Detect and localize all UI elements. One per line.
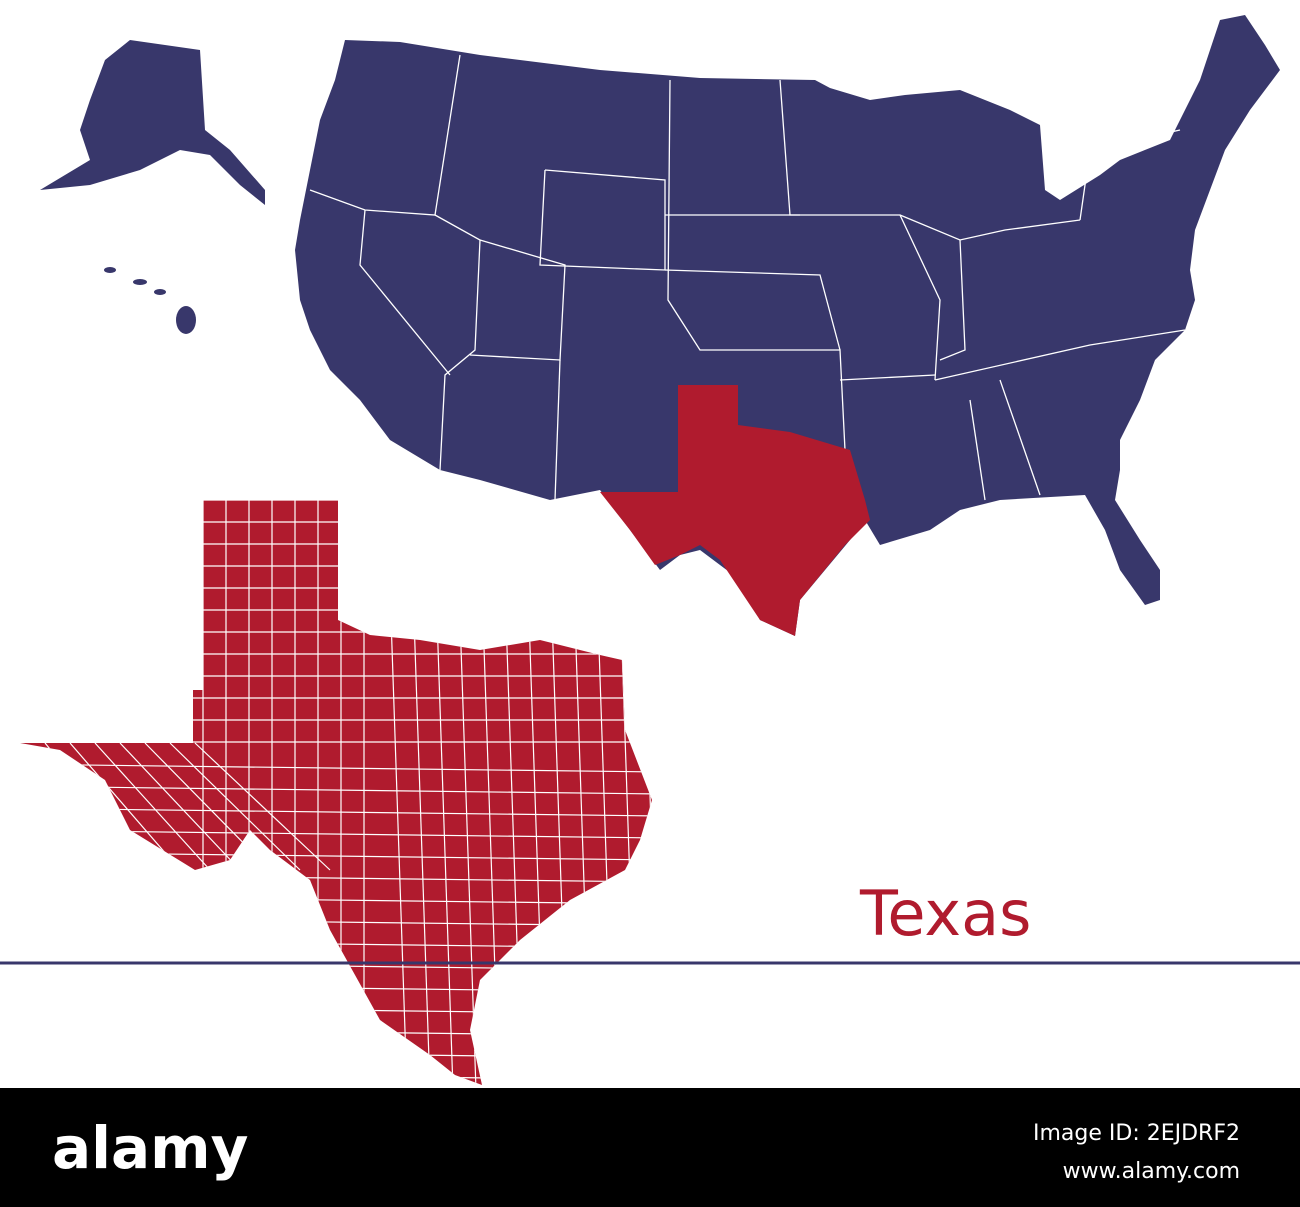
- hawaii: [104, 267, 196, 334]
- county-border: [194, 742, 331, 871]
- map-label: Texas: [859, 877, 1031, 950]
- footer-logo: alamy: [52, 1114, 248, 1182]
- county-border: [20, 1049, 652, 1059]
- county-border: [69, 742, 181, 871]
- county-border: [20, 1005, 652, 1015]
- image-id: Image ID: 2EJDRF2: [1033, 1121, 1240, 1146]
- state-borders: [309, 54, 1186, 501]
- footer-url: www.alamy.com: [1063, 1159, 1240, 1184]
- county-border: [20, 1027, 652, 1037]
- footer-bar: [0, 1088, 1300, 1207]
- county-border: [20, 983, 652, 993]
- county-border: [169, 742, 301, 871]
- county-border: [20, 763, 652, 773]
- county-border: [20, 939, 652, 949]
- alaska: [40, 40, 265, 205]
- county-border: [20, 1071, 652, 1081]
- usa-mainland: [295, 15, 1280, 636]
- county-border: [94, 742, 211, 871]
- county-border: [20, 785, 652, 795]
- county-border: [119, 742, 241, 871]
- texas-highlight: [600, 385, 870, 636]
